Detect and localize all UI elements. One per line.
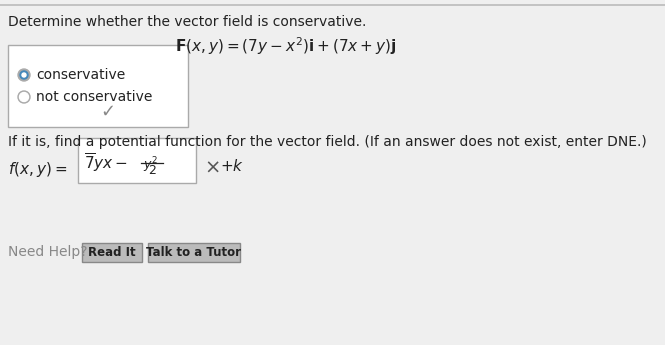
- Text: $2$: $2$: [148, 164, 157, 177]
- Circle shape: [18, 69, 30, 81]
- Text: $\overline{7}yx -$: $\overline{7}yx -$: [84, 151, 128, 174]
- Text: Talk to a Tutor: Talk to a Tutor: [146, 246, 241, 259]
- Text: conservative: conservative: [36, 68, 125, 82]
- Text: Read It: Read It: [88, 246, 136, 259]
- FancyBboxPatch shape: [82, 243, 142, 262]
- Text: Determine whether the vector field is conservative.: Determine whether the vector field is co…: [8, 15, 366, 29]
- Text: $f(x, y) =$: $f(x, y) =$: [8, 160, 67, 179]
- Text: $y^2$: $y^2$: [143, 155, 158, 175]
- Text: Need Help?: Need Help?: [8, 245, 88, 259]
- Text: not conservative: not conservative: [36, 90, 152, 104]
- FancyBboxPatch shape: [8, 45, 188, 127]
- Text: $\times$: $\times$: [204, 158, 219, 177]
- Circle shape: [18, 91, 30, 103]
- Circle shape: [19, 92, 29, 101]
- Text: $+ k$: $+ k$: [220, 158, 244, 174]
- Text: $\mathbf{F}(x, y) = (7y - x^2)\mathbf{i} + (7x + y)\mathbf{j}$: $\mathbf{F}(x, y) = (7y - x^2)\mathbf{i}…: [175, 35, 396, 57]
- Text: If it is, find a potential function for the vector field. (If an answer does not: If it is, find a potential function for …: [8, 135, 647, 149]
- FancyBboxPatch shape: [78, 138, 196, 183]
- Circle shape: [20, 71, 28, 79]
- Text: ✓: ✓: [100, 103, 115, 121]
- Circle shape: [22, 73, 26, 77]
- FancyBboxPatch shape: [148, 243, 240, 262]
